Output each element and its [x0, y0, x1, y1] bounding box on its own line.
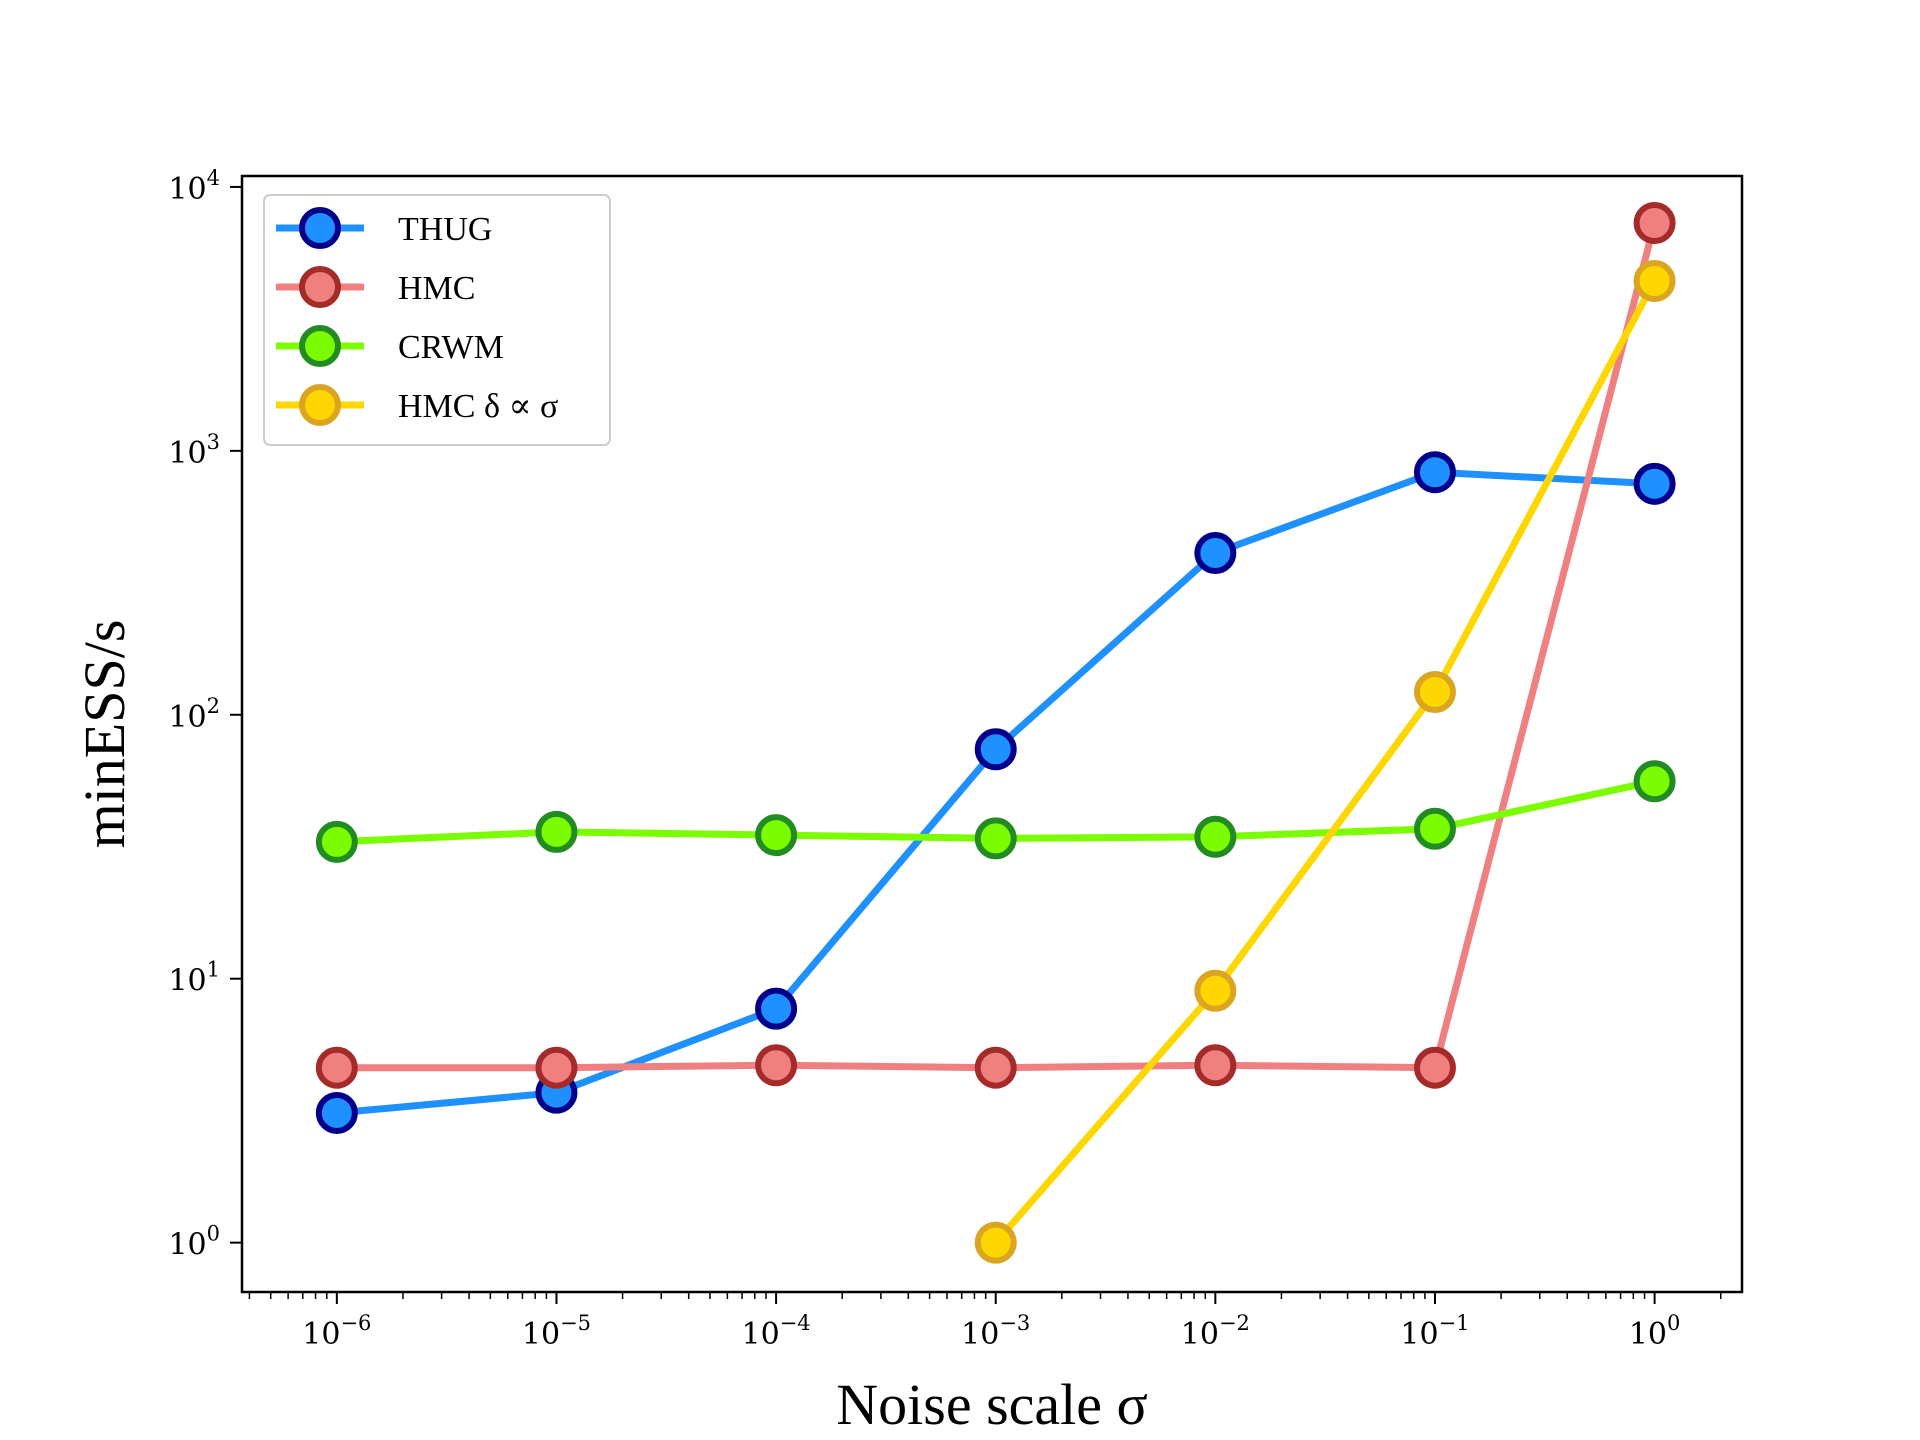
data-point — [1633, 260, 1676, 303]
x-tick-label: 10−4 — [742, 1311, 811, 1352]
data-point — [755, 1044, 798, 1087]
legend-entry: HMC — [276, 266, 475, 308]
data-point — [755, 814, 798, 857]
y-tick-label: 101 — [168, 958, 220, 999]
data-point — [1194, 969, 1237, 1012]
data-point — [1633, 760, 1676, 803]
data-point — [974, 1046, 1017, 1089]
x-tick-label: 10−5 — [522, 1311, 591, 1352]
series-line — [992, 277, 1659, 1247]
series-1 — [315, 201, 1676, 1089]
data-point — [1413, 670, 1456, 713]
x-axis-label: Noise scale σ — [836, 1372, 1148, 1437]
data-point — [535, 810, 578, 853]
y-tick-label: 103 — [168, 430, 220, 471]
data-point — [315, 1046, 358, 1089]
y-tick-label: 104 — [168, 166, 220, 207]
legend-entry: HMC δ ∝ σ — [276, 384, 558, 426]
y-tick-label: 100 — [168, 1222, 220, 1263]
data-point — [974, 1221, 1017, 1264]
ticks-layer: 10−6 10−5 10−4 10−3 10−2 10−1 100 100 101 102 103 1… — [168, 166, 1722, 1352]
data-point — [1194, 532, 1237, 575]
legend-marker — [299, 325, 341, 367]
legend-label: CRWM — [398, 329, 504, 366]
data-point — [315, 820, 358, 863]
y-axis-label: minESS/s — [72, 620, 137, 849]
legend-entry: THUG — [276, 207, 492, 249]
data-point — [1413, 807, 1456, 850]
legend-label: HMC — [398, 270, 475, 307]
data-point — [1413, 1046, 1456, 1089]
legend-marker — [299, 384, 341, 426]
y-tick-label: 102 — [168, 694, 220, 735]
data-point — [315, 1091, 358, 1134]
data-point — [1633, 462, 1676, 505]
x-tick-label: 10−2 — [1181, 1311, 1250, 1352]
series-2 — [315, 760, 1676, 863]
x-tick-label: 10−1 — [1400, 1311, 1469, 1352]
x-tick-label: 100 — [1629, 1311, 1681, 1352]
data-point — [1633, 201, 1676, 244]
legend-frame — [263, 194, 611, 446]
legend: THUG HMC CRWM HMC δ ∝ σ — [263, 194, 611, 446]
data-point — [1413, 451, 1456, 494]
data-point — [755, 987, 798, 1030]
plot-area-frame — [240, 174, 1744, 1294]
data-point — [535, 1046, 578, 1089]
data-point — [974, 728, 1017, 771]
series-3 — [974, 260, 1676, 1264]
legend-marker — [299, 266, 341, 308]
series-layer — [315, 201, 1676, 1264]
legend-label: THUG — [398, 211, 492, 248]
data-point — [1194, 1044, 1237, 1087]
x-tick-label: 10−6 — [302, 1311, 371, 1352]
series-0 — [315, 451, 1676, 1134]
legend-marker — [299, 207, 341, 249]
x-tick-label: 10−3 — [961, 1311, 1030, 1352]
data-point — [974, 817, 1017, 860]
legend-entry: CRWM — [276, 325, 504, 367]
legend-label: HMC δ ∝ σ — [398, 388, 558, 425]
data-point — [1194, 815, 1237, 858]
